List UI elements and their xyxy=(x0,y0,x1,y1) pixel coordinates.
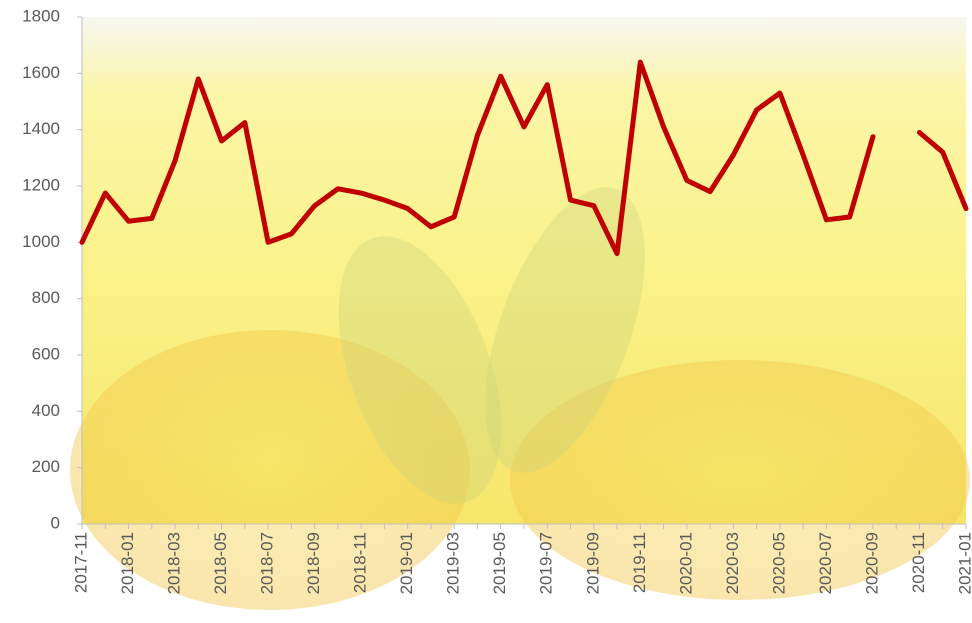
x-tick-label: 2018-03 xyxy=(165,532,184,594)
y-tick-label: 800 xyxy=(32,288,60,307)
y-tick-label: 0 xyxy=(51,513,60,532)
x-tick-label: 2020-05 xyxy=(769,532,788,594)
x-tick-label: 2018-11 xyxy=(351,532,370,593)
x-tick-label: 2018-01 xyxy=(118,532,137,594)
decor xyxy=(510,360,970,600)
decor xyxy=(338,236,502,504)
x-tick-label: 2020-01 xyxy=(676,532,695,594)
x-tick-label: 2019-11 xyxy=(630,532,649,593)
x-tick-label: 2018-09 xyxy=(304,532,323,594)
y-tick-label: 200 xyxy=(32,457,60,476)
line xyxy=(79,59,969,257)
y-tick-label: 1600 xyxy=(22,63,60,82)
x-tick-label: 2019-01 xyxy=(397,532,416,594)
x-tick-label: 2019-07 xyxy=(537,532,556,594)
x-tick-label: 2019-09 xyxy=(583,532,602,594)
x-tick-label: 2019-03 xyxy=(444,532,463,594)
y-tick-label: 1400 xyxy=(22,119,60,138)
x-tick-label: 2019-05 xyxy=(490,532,509,594)
x-tick-label: 2017-11 xyxy=(71,532,90,593)
y-tick-label: 1800 xyxy=(22,6,60,25)
x-tick-label: 2018-07 xyxy=(258,532,277,594)
x-tick-label: 2018-05 xyxy=(211,532,230,594)
x-tick-label: 2020-03 xyxy=(723,532,742,594)
decor xyxy=(485,187,645,473)
y-tick-label: 1000 xyxy=(22,232,60,251)
x-tick-label: 2020-11 xyxy=(909,532,928,593)
y-tick-label: 600 xyxy=(32,344,60,363)
x-tick-label: 2020-07 xyxy=(816,532,835,594)
y-tick-label: 400 xyxy=(32,401,60,420)
x-tick-label: 2020-09 xyxy=(862,532,881,594)
y-tick-label: 1200 xyxy=(22,175,60,194)
decor xyxy=(70,330,470,610)
x-tick-label: 2021-01 xyxy=(955,532,972,594)
